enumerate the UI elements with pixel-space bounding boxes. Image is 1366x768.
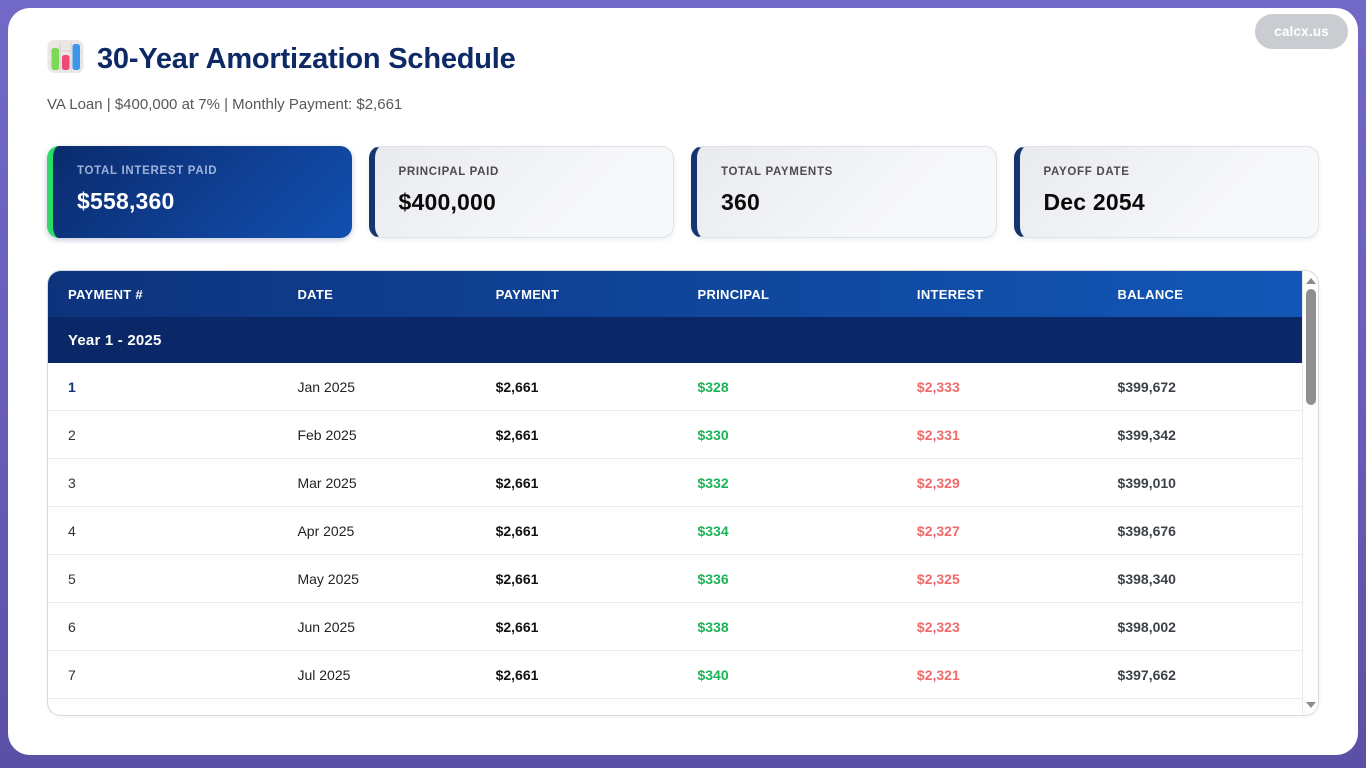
- date-cell: Feb 2025: [297, 426, 357, 443]
- stat-label: PRINCIPAL PAID: [398, 166, 500, 178]
- payment-cell: $2,661: [495, 570, 539, 587]
- balance-cell: $398,002: [1117, 618, 1176, 635]
- stat-label: PAYOFF DATE: [1043, 166, 1130, 178]
- scroll-up-arrow[interactable]: [1303, 273, 1318, 289]
- year-group-label: Year 1 - 2025: [68, 331, 162, 349]
- column-header-interest: INTEREST: [916, 286, 984, 302]
- payment-cell: $2,661: [495, 666, 539, 683]
- stat-value: $558,360: [77, 188, 175, 214]
- scrollbar-thumb[interactable]: [1306, 289, 1316, 405]
- principal-cell: $340: [697, 666, 729, 683]
- stat-value: $400,000: [398, 189, 497, 215]
- table-row: 3 Mar 2025 $2,661 $332 $2,329 $399,010: [48, 459, 1302, 507]
- amortization-table: PAYMENT # DATE PAYMENT PRINCIPAL INTERES…: [47, 270, 1319, 716]
- payment-number-cell: 7: [68, 666, 76, 683]
- page-title: 30-Year Amortization Schedule: [97, 42, 516, 75]
- interest-cell: $2,325: [916, 570, 960, 587]
- balance-cell: $399,672: [1117, 378, 1176, 395]
- payment-cell: $2,661: [495, 618, 539, 635]
- payment-number-cell: 3: [68, 474, 76, 491]
- brand-badge-label: calcx.us: [1274, 24, 1329, 39]
- table-row: 6 Jun 2025 $2,661 $338 $2,323 $398,002: [48, 603, 1302, 651]
- date-cell: May 2025: [297, 570, 359, 587]
- principal-cell: $336: [697, 570, 729, 587]
- scroll-down-arrow[interactable]: [1303, 697, 1318, 713]
- payment-number-cell: 1: [68, 378, 76, 395]
- payment-cell: $2,661: [495, 426, 539, 443]
- stat-card-total-interest: TOTAL INTEREST PAID $558,360: [47, 146, 352, 238]
- date-cell: Mar 2025: [297, 474, 357, 491]
- interest-cell: $2,329: [916, 474, 960, 491]
- balance-cell: $398,676: [1117, 522, 1176, 539]
- payment-number-cell: 6: [68, 618, 76, 635]
- interest-cell: $2,321: [916, 666, 960, 683]
- interest-cell: $2,333: [916, 378, 960, 395]
- principal-cell: $338: [697, 618, 729, 635]
- stat-card-payoff-date: PAYOFF DATE Dec 2054: [1013, 146, 1319, 238]
- table-row: 4 Apr 2025 $2,661 $334 $2,327 $398,676: [48, 507, 1302, 555]
- interest-cell: $2,327: [916, 522, 960, 539]
- interest-cell: $2,323: [916, 618, 960, 635]
- table-row: 5 May 2025 $2,661 $336 $2,325 $398,340: [48, 555, 1302, 603]
- table-row: 1 Jan 2025 $2,661 $328 $2,333 $399,672: [48, 363, 1302, 411]
- date-cell: Jul 2025: [297, 666, 351, 683]
- principal-cell: $334: [697, 522, 729, 539]
- loan-summary-subtitle: VA Loan | $400,000 at 7% | Monthly Payme…: [47, 96, 403, 113]
- principal-cell: $328: [697, 378, 729, 395]
- payment-cell: $2,661: [495, 474, 539, 491]
- stat-card-principal-paid: PRINCIPAL PAID $400,000: [368, 146, 674, 238]
- table-row: 2 Feb 2025 $2,661 $330 $2,331 $399,342: [48, 411, 1302, 459]
- column-header-payment: PAYMENT: [495, 286, 560, 302]
- table-scrollbar[interactable]: [1302, 271, 1318, 715]
- date-cell: Jun 2025: [297, 618, 356, 635]
- date-cell: Apr 2025: [297, 522, 355, 539]
- column-header-balance: BALANCE: [1117, 286, 1184, 302]
- balance-cell: $399,342: [1117, 426, 1176, 443]
- balance-cell: $397,662: [1117, 666, 1176, 683]
- stat-cards-row: TOTAL INTEREST PAID $558,360 PRINCIPAL P…: [47, 146, 1319, 238]
- principal-cell: $330: [697, 426, 729, 443]
- interest-cell: $2,331: [916, 426, 960, 443]
- stat-label: TOTAL INTEREST PAID: [77, 165, 218, 177]
- payment-cell: $2,661: [495, 378, 539, 395]
- year-group-header: Year 1 - 2025: [48, 317, 1302, 363]
- payment-number-cell: 2: [68, 426, 76, 443]
- table-header-row: PAYMENT # DATE PAYMENT PRINCIPAL INTERES…: [48, 271, 1302, 317]
- column-header-principal: PRINCIPAL: [697, 286, 770, 302]
- stat-label: TOTAL PAYMENTS: [721, 166, 834, 178]
- stat-value: Dec 2054: [1043, 189, 1145, 215]
- bar-chart-icon: [47, 39, 84, 79]
- table-body: 1 Jan 2025 $2,661 $328 $2,333 $399,672 2…: [48, 363, 1302, 699]
- table-row: 7 Jul 2025 $2,661 $340 $2,321 $397,662: [48, 651, 1302, 699]
- stat-value: 360: [721, 189, 760, 215]
- principal-cell: $332: [697, 474, 729, 491]
- brand-badge[interactable]: calcx.us: [1255, 14, 1348, 49]
- main-card: calcx.us 30-Year Amortization Schedule V…: [8, 8, 1358, 755]
- table-content: PAYMENT # DATE PAYMENT PRINCIPAL INTERES…: [48, 271, 1302, 699]
- column-header-payment-number: PAYMENT #: [68, 286, 143, 302]
- payment-number-cell: 4: [68, 522, 76, 539]
- stat-card-total-payments: TOTAL PAYMENTS 360: [691, 146, 997, 238]
- balance-cell: $399,010: [1117, 474, 1176, 491]
- page-header: 30-Year Amortization Schedule: [47, 39, 516, 79]
- column-header-date: DATE: [297, 286, 334, 302]
- payment-cell: $2,661: [495, 522, 539, 539]
- balance-cell: $398,340: [1117, 570, 1176, 587]
- payment-number-cell: 5: [68, 570, 76, 587]
- date-cell: Jan 2025: [297, 378, 356, 395]
